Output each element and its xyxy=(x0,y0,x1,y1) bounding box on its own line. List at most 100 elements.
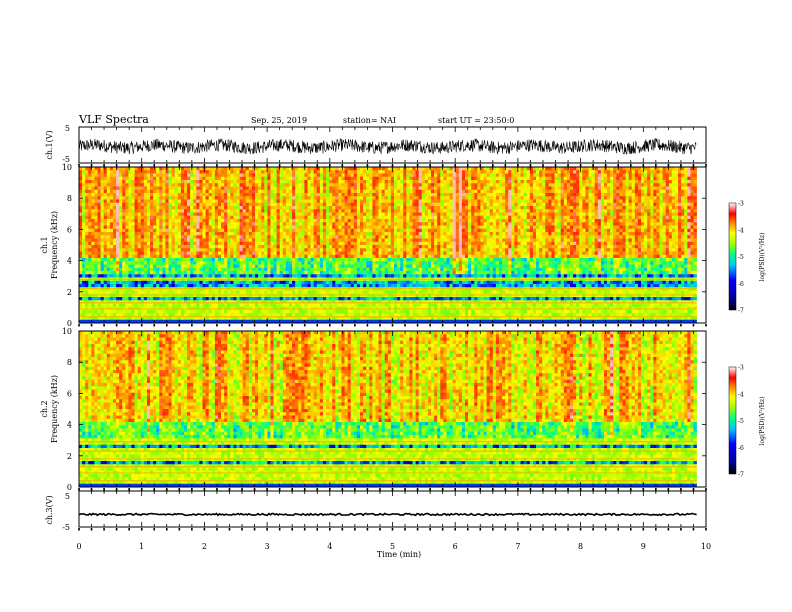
spec1-cell xyxy=(227,235,231,239)
spec1-cell xyxy=(180,189,185,194)
spec1-cell xyxy=(665,186,670,191)
spec1-cell xyxy=(662,232,667,236)
spec1-cell xyxy=(171,199,176,204)
spec1-cell xyxy=(424,209,429,213)
spec1-cell xyxy=(418,215,423,220)
spec1-cell xyxy=(180,225,185,230)
spec1-cell xyxy=(415,202,419,207)
spec1-cell xyxy=(140,212,145,217)
spec1-cell xyxy=(79,193,83,197)
spec1-cell xyxy=(171,173,176,178)
spec1-cell xyxy=(631,202,636,207)
spec1-cell xyxy=(409,235,413,239)
spec1-cell xyxy=(255,186,259,191)
spec1-cell xyxy=(616,225,620,230)
spec1-cell xyxy=(551,228,555,233)
spec1-cell xyxy=(381,186,386,191)
spec1-cell xyxy=(384,183,389,187)
spec1-cell xyxy=(412,225,416,230)
spec1-cell xyxy=(517,212,521,217)
spec1-cell xyxy=(91,189,95,194)
spec1-cell xyxy=(264,196,268,200)
spec1-cell xyxy=(526,206,531,210)
spec1-cell xyxy=(248,193,253,197)
spec1-cell xyxy=(304,202,308,207)
spec1-cell xyxy=(282,170,287,174)
spec1-cell xyxy=(492,206,497,210)
spec1-cell xyxy=(687,235,691,239)
spec1-cell xyxy=(554,202,558,207)
spec1-cell xyxy=(647,222,651,226)
spec1-cell xyxy=(644,215,648,220)
spec1-cell xyxy=(217,202,222,207)
spec1-cell xyxy=(140,241,145,246)
spec1-cell xyxy=(288,209,293,213)
spec1-cell xyxy=(387,193,392,197)
spec1-cell xyxy=(449,196,453,200)
spec1-cell xyxy=(251,212,256,217)
spec1-cell xyxy=(239,219,243,223)
spec1-cell xyxy=(125,225,129,230)
spec1-cell xyxy=(322,180,327,184)
spec1-cell xyxy=(292,232,296,236)
spec1-cell xyxy=(332,199,336,204)
spec1-cell xyxy=(295,173,299,178)
spec1-cell xyxy=(205,222,209,226)
spec1-cell xyxy=(270,238,274,243)
spec1-cell xyxy=(492,235,497,239)
spec1-cell xyxy=(539,196,543,200)
spec1-cell xyxy=(671,176,676,181)
spec1-cell xyxy=(165,202,169,207)
spec1-cell xyxy=(106,196,111,200)
spec1-cell xyxy=(625,222,629,226)
spec1-cell xyxy=(125,219,129,223)
spec1-cell xyxy=(128,209,132,213)
spec1-cell xyxy=(687,212,691,217)
spec1-cell xyxy=(360,212,364,217)
spec1-cell xyxy=(610,238,614,243)
spec1-cell xyxy=(662,222,667,226)
spec1-cell xyxy=(79,186,83,191)
spec1-cell xyxy=(109,193,114,197)
spec1-cell xyxy=(409,219,413,223)
spec1-cell xyxy=(106,170,111,174)
spec1-cell xyxy=(563,183,568,187)
spec1-cell xyxy=(687,225,691,230)
spec1-cell xyxy=(480,193,484,197)
spec1-cell xyxy=(162,225,166,230)
spec1-cell xyxy=(511,167,515,171)
spec1-cell xyxy=(162,232,166,236)
spec1-cell xyxy=(693,212,697,217)
spec1-cell xyxy=(119,219,123,223)
spec1-cell xyxy=(79,202,83,207)
spec1-cell xyxy=(477,173,481,178)
spec1-cell xyxy=(665,222,670,226)
spec1-cell xyxy=(387,222,392,226)
spec1-cell xyxy=(193,167,197,171)
spec1-cell xyxy=(205,212,209,217)
spec1-cell xyxy=(143,167,148,171)
spec1-cell xyxy=(613,228,617,233)
spec1-cell xyxy=(326,235,330,239)
spec1-cell xyxy=(255,193,259,197)
spec1-cell xyxy=(520,189,524,194)
spec1-cell xyxy=(378,186,382,191)
spec1-cell xyxy=(378,173,382,178)
spec1-cell xyxy=(610,241,614,246)
spec1-cell xyxy=(353,196,358,200)
spec1-cell xyxy=(208,225,213,230)
spec1-cell xyxy=(356,228,361,233)
spec1-cell xyxy=(569,173,574,178)
spec1-cell xyxy=(239,238,243,243)
spec1-cell xyxy=(557,176,562,181)
spec1-cell xyxy=(344,183,348,187)
spec1-cell xyxy=(591,173,595,178)
spec1-cell xyxy=(227,238,231,243)
spec1-cell xyxy=(301,241,305,246)
spec1-cell xyxy=(326,212,330,217)
spec1-cell xyxy=(585,228,589,233)
spec1-cell xyxy=(119,183,123,187)
spec1-cell xyxy=(103,196,108,200)
spec1-cell xyxy=(610,209,614,213)
spec1-cell xyxy=(378,215,382,220)
